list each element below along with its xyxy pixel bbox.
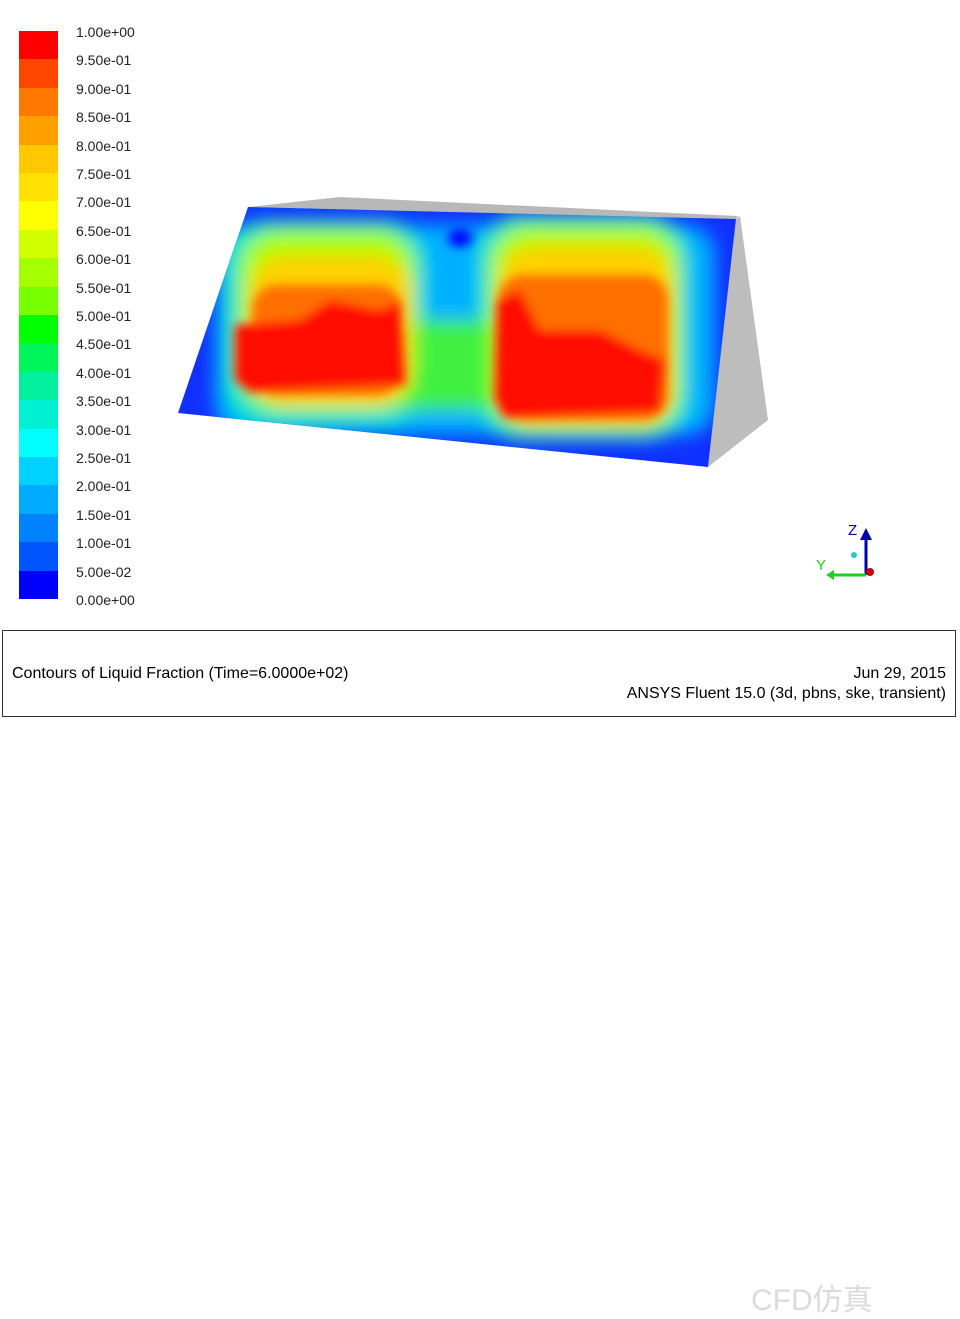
colorbar-band xyxy=(19,229,58,259)
colorbar-band xyxy=(19,570,58,600)
colorbar-tick-label: 9.50e-01 xyxy=(76,52,132,69)
colorbar-tick-label: 7.00e-01 xyxy=(76,194,132,211)
colorbar-tick-label: 5.00e-02 xyxy=(76,563,132,580)
colorbar-tick-label: 1.00e+00 xyxy=(76,24,135,40)
colorbar-band xyxy=(19,59,58,89)
contour-view: Z Y xyxy=(178,197,874,580)
colorbar-tick-label: 2.50e-01 xyxy=(76,450,132,466)
colorbar-tick-label: 8.00e-01 xyxy=(76,137,132,154)
colorbar-tick-label: 9.00e-01 xyxy=(76,80,132,97)
colorbar-tick-label: 5.50e-01 xyxy=(76,279,132,296)
colorbar-tick-label: 0.00e+00 xyxy=(76,592,135,608)
colorbar-band xyxy=(19,87,58,117)
colorbar-band xyxy=(19,513,58,543)
axes-triad: Z Y xyxy=(816,522,874,580)
colorbar-band xyxy=(19,371,58,401)
colorbar-band xyxy=(19,144,58,174)
colorbar-band xyxy=(19,173,58,202)
colorbar-tick-label: 5.00e-01 xyxy=(76,308,132,324)
colorbar-tick-label: 2.00e-01 xyxy=(76,478,132,495)
colorbar-tick-label: 3.50e-01 xyxy=(76,393,132,410)
colorbar-band xyxy=(19,116,58,146)
colorbar-band xyxy=(19,400,58,430)
colorbar-tick-label: 4.00e-01 xyxy=(76,364,132,381)
colorbar-band xyxy=(19,31,58,60)
side-face xyxy=(708,216,768,467)
colorbar-tick-label: 1.50e-01 xyxy=(76,506,132,523)
colorbar-tick-label: 4.50e-01 xyxy=(76,336,132,353)
colorbar-tick-label: 6.50e-01 xyxy=(76,222,132,239)
colorbar-tick-label: 8.50e-01 xyxy=(76,109,132,126)
plot-title: Contours of Liquid Fraction (Time=6.0000… xyxy=(12,665,349,682)
y-axis-label: Y xyxy=(816,557,826,574)
colorbar-tick-label: 6.00e-01 xyxy=(76,251,132,268)
colorbar-band xyxy=(19,315,58,344)
front-face-contours xyxy=(178,207,736,467)
top-face xyxy=(248,197,738,219)
colorbar-tick-label: 3.00e-01 xyxy=(76,421,132,438)
colorbar-band xyxy=(19,343,58,373)
colorbar-band xyxy=(19,201,58,231)
colorbar-band xyxy=(19,258,58,288)
colorbar-band xyxy=(19,428,58,458)
colorbar-band xyxy=(19,542,58,572)
colorbar xyxy=(19,31,58,600)
colorbar-band xyxy=(19,485,58,515)
z-axis-label: Z xyxy=(848,522,857,539)
colorbar-band xyxy=(19,286,58,316)
watermark: CFD仿真 xyxy=(751,1284,873,1317)
colorbar-tick-label: 1.00e-01 xyxy=(76,535,132,552)
colorbar-band xyxy=(19,457,58,486)
footer-panel: CFD仿真 Contours of Liquid Fraction (Time=… xyxy=(2,630,956,1317)
software-label: ANSYS Fluent 15.0 (3d, pbns, ske, transi… xyxy=(626,685,946,702)
colorbar-tick-label: 7.50e-01 xyxy=(76,166,132,182)
date-label: Jun 29, 2015 xyxy=(853,665,946,682)
